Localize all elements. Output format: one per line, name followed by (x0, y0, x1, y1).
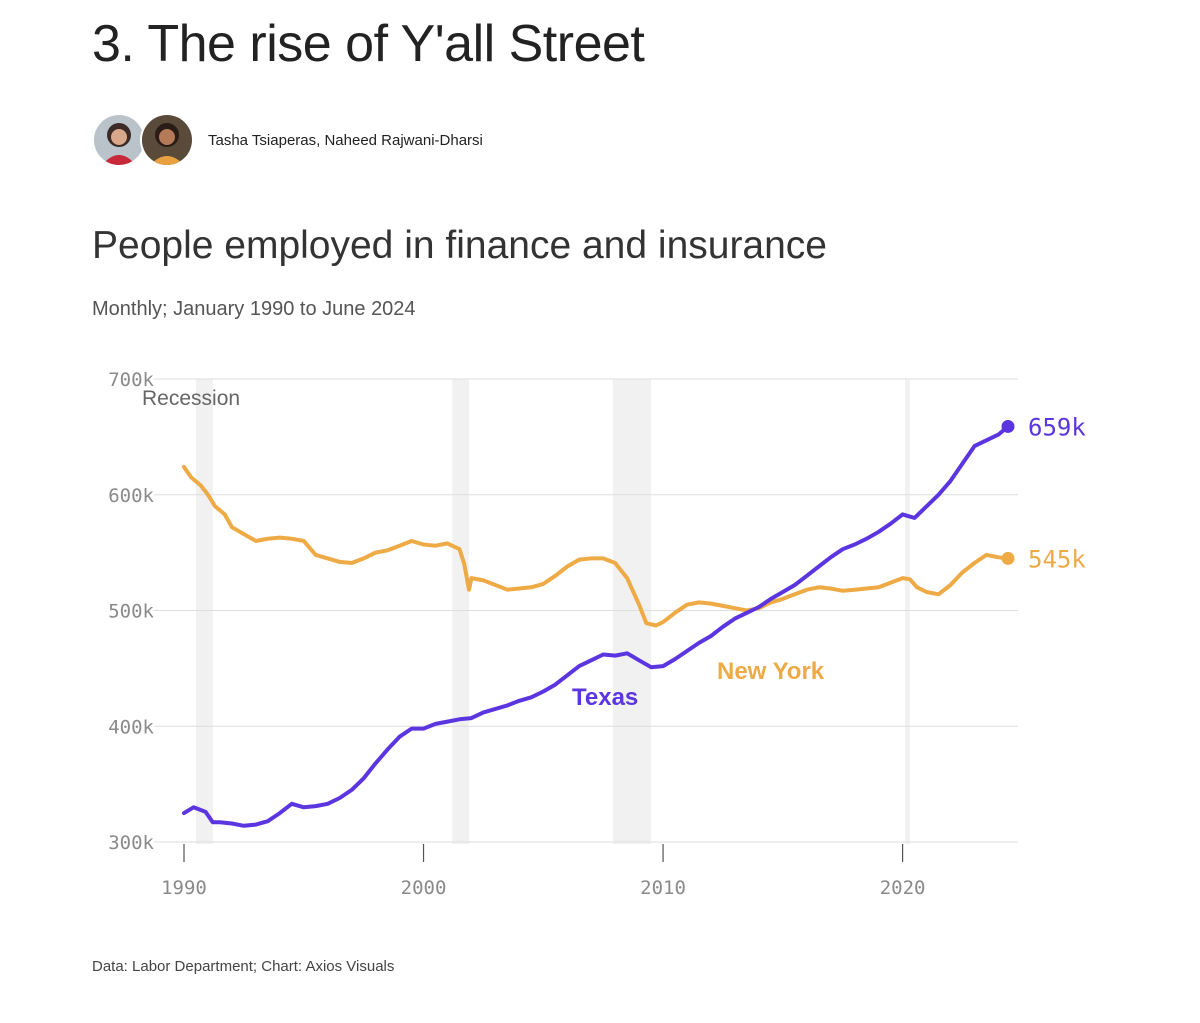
y-tick-label: 700k (108, 369, 154, 391)
new-york-end-point (1001, 551, 1015, 565)
new-york-series-label: New York (717, 658, 825, 685)
author-avatar-1[interactable] (92, 113, 146, 167)
x-tick-label: 2010 (640, 877, 686, 899)
y-tick-label: 600k (108, 485, 154, 507)
recession-band-3 (612, 379, 652, 844)
y-tick-label: 400k (108, 716, 154, 738)
author-avatar-2[interactable] (140, 113, 194, 167)
texas-end-label: 659k (1028, 413, 1086, 441)
texas-line (182, 424, 1010, 828)
texas-end-point (1001, 419, 1015, 433)
recession-band-4 (905, 379, 910, 844)
author-names[interactable]: Tasha Tsiaperas, Naheed Rajwani-Dharsi (208, 131, 483, 149)
series-lines (182, 419, 1015, 828)
recession-label: Recession (142, 387, 240, 410)
chart-subtitle: Monthly; January 1990 to June 2024 (92, 298, 416, 320)
recession-bands (195, 379, 910, 844)
x-tick-label: 2000 (401, 877, 447, 899)
chart-labels: 545k 659k Texas New York Recession (142, 387, 1086, 711)
gridlines: 300k 400k 500k 600k 700k (105, 366, 1018, 857)
recession-band-2 (452, 379, 470, 844)
new-york-line (182, 465, 1010, 628)
byline: Tasha Tsiaperas, Naheed Rajwani-Dharsi (92, 110, 483, 170)
chart-title: People employed in finance and insurance (92, 224, 828, 267)
source-note: Data: Labor Department; Chart: Axios Vis… (92, 958, 395, 975)
new-york-end-label: 545k (1028, 545, 1086, 573)
y-tick-label: 300k (108, 832, 154, 854)
recession-band-1 (195, 379, 213, 844)
x-axis: 1990 2000 2010 2020 (161, 844, 925, 899)
texas-series-label: Texas (572, 684, 638, 711)
article-headline: 3. The rise of Y'all Street (92, 15, 645, 73)
x-tick-label: 1990 (161, 877, 207, 899)
x-tick-label: 2020 (880, 877, 926, 899)
y-tick-label: 500k (108, 601, 154, 623)
